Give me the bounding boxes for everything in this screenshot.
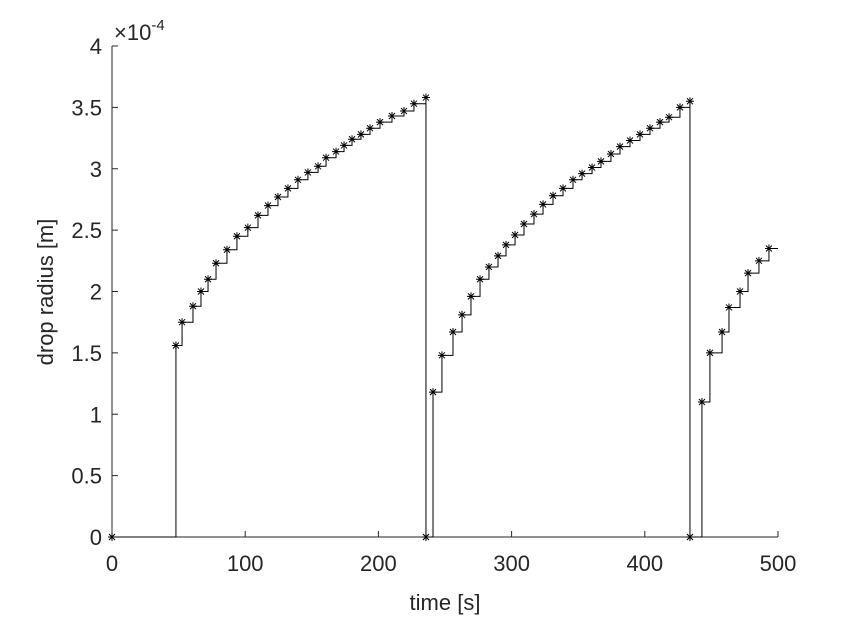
marker xyxy=(171,341,180,350)
marker xyxy=(606,150,615,159)
y-axis-label: drop radius [m] xyxy=(33,219,58,366)
marker xyxy=(222,245,231,254)
marker xyxy=(340,141,349,150)
y-tick-label: 3 xyxy=(90,157,102,182)
x-tick-label: 0 xyxy=(106,551,118,576)
marker xyxy=(549,191,558,200)
marker xyxy=(375,118,384,127)
marker xyxy=(204,275,213,284)
x-tick-label: 300 xyxy=(493,551,530,576)
marker xyxy=(616,142,625,151)
marker xyxy=(645,124,654,133)
y-tick-label: 4 xyxy=(90,34,102,59)
marker xyxy=(243,223,252,232)
y-tick-label: 1 xyxy=(90,402,102,427)
marker xyxy=(569,175,578,184)
y-scale-exponent: -4 xyxy=(151,17,164,34)
y-tick-label: 2 xyxy=(90,280,102,305)
marker xyxy=(314,162,323,171)
marker xyxy=(636,130,645,139)
marker xyxy=(293,175,302,184)
marker xyxy=(494,251,503,260)
y-scale-label: ×10-4 xyxy=(114,17,165,45)
marker xyxy=(626,136,635,145)
marker xyxy=(529,210,538,219)
marker xyxy=(578,169,587,178)
marker xyxy=(273,192,282,201)
marker xyxy=(519,219,528,228)
marker xyxy=(665,113,674,122)
marker xyxy=(539,200,548,209)
marker xyxy=(754,256,763,265)
marker xyxy=(188,302,197,311)
marker xyxy=(476,275,485,284)
marker xyxy=(655,118,664,127)
marker xyxy=(502,240,511,249)
marker xyxy=(764,244,773,253)
marker xyxy=(421,533,430,541)
stairs-line xyxy=(112,97,778,538)
y-tick-label: 0 xyxy=(90,525,102,550)
marker xyxy=(429,388,438,397)
marker xyxy=(303,168,312,177)
marker xyxy=(253,211,262,220)
marker xyxy=(466,292,475,301)
marker xyxy=(484,262,493,271)
marker xyxy=(332,147,341,156)
marker xyxy=(744,269,753,278)
marker xyxy=(196,287,205,296)
marker xyxy=(724,303,733,312)
x-tick-label: 400 xyxy=(626,551,663,576)
marker xyxy=(366,124,375,133)
x-tick-label: 200 xyxy=(360,551,397,576)
marker xyxy=(685,97,694,106)
marker xyxy=(356,130,365,139)
x-tick-label: 500 xyxy=(760,551,797,576)
marker xyxy=(178,318,187,327)
y-tick-label: 3.5 xyxy=(71,95,102,120)
marker xyxy=(437,351,446,360)
marker xyxy=(448,328,457,337)
marker xyxy=(421,93,430,102)
x-axis-label: time [s] xyxy=(410,590,481,615)
marker xyxy=(559,184,568,193)
marker xyxy=(232,232,241,241)
marker xyxy=(511,231,520,240)
marker xyxy=(409,99,418,108)
marker xyxy=(705,348,714,357)
marker xyxy=(588,163,597,172)
marker xyxy=(212,259,221,268)
marker xyxy=(322,153,331,162)
marker xyxy=(108,533,116,541)
marker xyxy=(348,135,357,144)
marker xyxy=(697,397,706,406)
y-tick-label: 0.5 xyxy=(71,464,102,489)
marker xyxy=(399,107,408,116)
marker xyxy=(283,184,292,193)
marker xyxy=(685,533,694,541)
marker xyxy=(596,157,605,166)
marker xyxy=(458,310,467,319)
y-tick-label: 1.5 xyxy=(71,341,102,366)
marker xyxy=(718,328,727,337)
y-tick-label: 2.5 xyxy=(71,218,102,243)
marker xyxy=(263,201,272,210)
marker xyxy=(736,287,745,296)
marker xyxy=(675,103,684,112)
x-tick-label: 100 xyxy=(227,551,264,576)
y-scale-base: ×10 xyxy=(114,20,151,45)
marker xyxy=(387,111,396,120)
